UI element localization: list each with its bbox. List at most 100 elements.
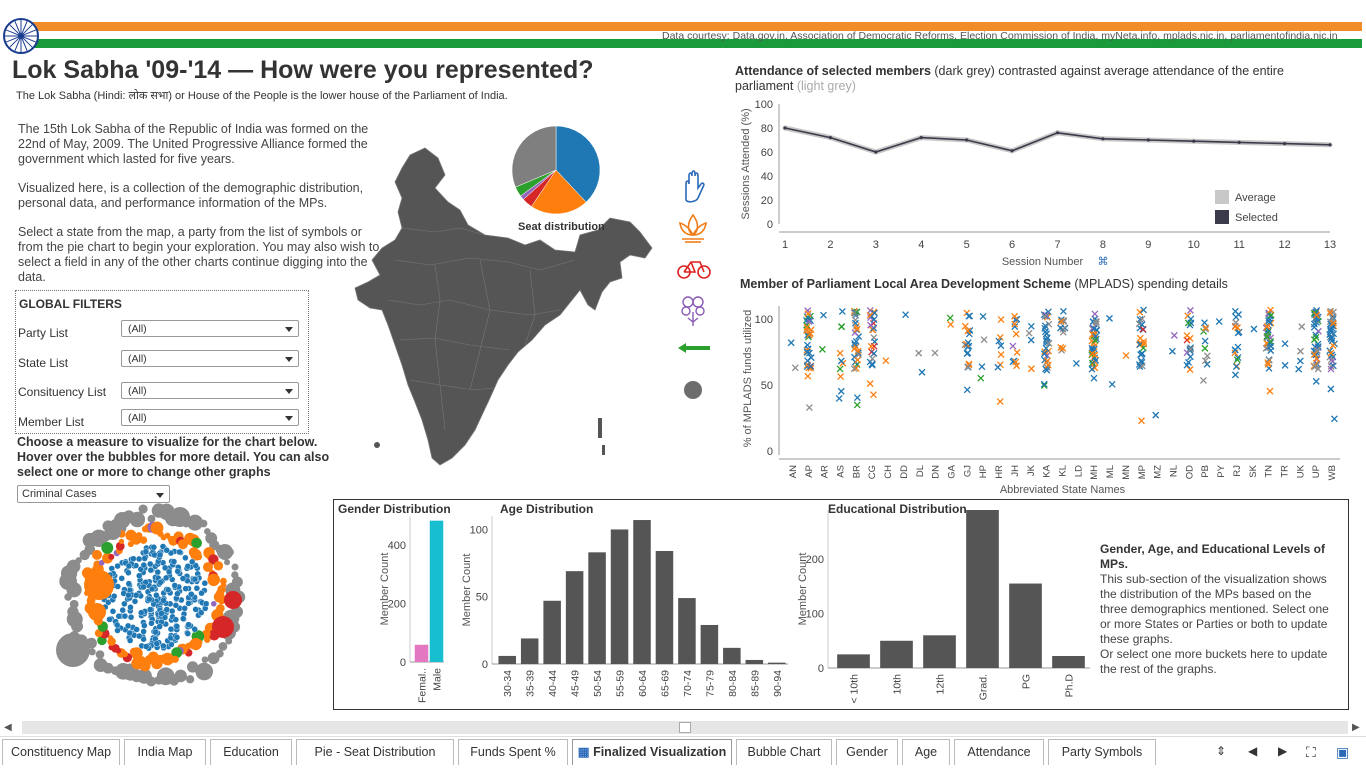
fullscreen-icon[interactable]: ⛶ [1306, 744, 1316, 760]
age-bar-7[interactable] [655, 550, 674, 664]
age-bar-8[interactable] [678, 598, 696, 664]
page-title: Lok Sabha '09-'14 — How were you represe… [12, 56, 594, 84]
bubble [224, 591, 242, 609]
scroll-thumb[interactable] [679, 722, 691, 733]
state-list-select[interactable]: (All) [121, 350, 299, 367]
tab-funds-spent-[interactable]: Funds Spent % [458, 739, 568, 765]
pie-slice-1[interactable] [531, 169, 587, 215]
horizontal-scrollbar[interactable] [22, 721, 1348, 734]
flower-icon[interactable] [678, 294, 708, 328]
bubble [148, 585, 156, 593]
mplads-y-tick: 50 [761, 380, 773, 392]
bubble [125, 569, 132, 576]
tab-india-map[interactable]: India Map [124, 739, 206, 765]
mplads-point [1091, 336, 1099, 344]
edu-bar-4[interactable] [1009, 583, 1042, 668]
mplads-point [1281, 340, 1289, 348]
constituency-list-select[interactable]: (All) [121, 382, 299, 399]
gender-bar-0[interactable] [414, 644, 429, 662]
age-bar-9[interactable] [700, 624, 719, 664]
age-chart[interactable]: Age Distribution 0 50 100 Member Count 30-34 3… [450, 500, 795, 708]
tab-party-symbols[interactable]: Party Symbols [1048, 739, 1156, 765]
mplads-state-tick: AS [836, 465, 847, 478]
mplads-state-tick: SK [1248, 464, 1259, 477]
lotus-icon[interactable] [676, 211, 710, 245]
india-map-shape[interactable] [354, 147, 653, 466]
bicycle-icon[interactable] [676, 258, 712, 280]
age-bar-6[interactable] [633, 520, 651, 664]
tab-scroll-updown-icon[interactable]: ⇕ [1216, 744, 1227, 758]
pie-slice-5[interactable] [511, 125, 557, 188]
measure-select[interactable]: Criminal Cases [17, 485, 170, 503]
edu-bar-2[interactable] [923, 635, 956, 668]
others-icon[interactable] [683, 380, 703, 400]
scroll-right-icon[interactable]: ▶ [1352, 722, 1360, 733]
arrow-icon[interactable] [676, 342, 712, 354]
member-list-select[interactable]: (All) [121, 409, 299, 426]
bubble-chart[interactable] [55, 502, 255, 697]
mplads-point [1170, 331, 1178, 339]
tab-gender[interactable]: Gender [836, 739, 898, 765]
bubble [140, 635, 147, 643]
tab-pie-seat-distribution[interactable]: Pie - Seat Distribution [296, 739, 454, 765]
age-bar-2[interactable] [543, 600, 561, 664]
pie-slice-0[interactable] [555, 125, 601, 203]
age-bar-3[interactable] [565, 571, 584, 664]
edu-bar-5[interactable] [1052, 656, 1085, 668]
mplads-point [1011, 320, 1019, 328]
legend-selected-swatch [1215, 210, 1229, 224]
hand-icon[interactable] [678, 170, 706, 204]
tab-education[interactable]: Education [210, 739, 292, 765]
mplads-state-tick: TR [1280, 465, 1291, 478]
edu-bar-1[interactable] [880, 640, 913, 668]
party-list-select[interactable]: (All) [121, 320, 299, 337]
mplads-point [855, 351, 862, 359]
mplads-state-tick: CG [867, 465, 878, 479]
bubble [184, 563, 192, 570]
mplads-point [1012, 330, 1020, 338]
bubble [136, 632, 143, 640]
mplads-point [1041, 322, 1049, 330]
seat-distribution-pie[interactable] [508, 125, 604, 215]
bubble [192, 606, 199, 613]
age-bar-10[interactable] [723, 647, 741, 664]
age-bar-11[interactable] [745, 659, 764, 664]
mplads-point [1327, 349, 1335, 357]
mplads-scatter[interactable]: 0 50 100% of MPLADS funds utilized Abbrevia… [735, 298, 1347, 498]
tab-constituency-map[interactable]: Constituency Map [2, 739, 120, 765]
age-bar-0[interactable] [498, 655, 516, 664]
mplads-point [1231, 371, 1239, 379]
edu-bar-0[interactable] [837, 654, 870, 668]
bubble [193, 585, 201, 592]
mplads-point [1313, 311, 1321, 319]
scroll-left-icon[interactable]: ◀ [4, 722, 12, 733]
mplads-point [1027, 365, 1035, 373]
age-bar-12[interactable] [768, 662, 786, 664]
presentation-icon[interactable]: ▣ [1336, 744, 1350, 760]
edu-x-tick: 12th [935, 674, 947, 695]
tab-attendance[interactable]: Attendance [954, 739, 1044, 765]
age-bar-5[interactable] [610, 529, 629, 664]
age-bar-1[interactable] [520, 638, 539, 664]
mplads-point [1327, 385, 1335, 393]
tab-next-icon[interactable]: ▶ [1278, 744, 1288, 758]
tab-age[interactable]: Age [902, 739, 950, 765]
bubble [147, 606, 154, 613]
bubble [140, 628, 147, 635]
mplads-point [1168, 347, 1176, 355]
edu-bar-3[interactable] [966, 510, 999, 668]
tab-prev-icon[interactable]: ◀ [1248, 744, 1258, 758]
gender-bar-1[interactable] [429, 520, 444, 662]
mplads-point [853, 394, 861, 402]
edu-title: Educational Distribution [828, 502, 967, 516]
age-bar-4[interactable] [588, 552, 606, 664]
mplads-point [1138, 362, 1146, 370]
tab-bubble-chart[interactable]: Bubble Chart [736, 739, 832, 765]
bubble [213, 561, 224, 571]
india-map[interactable] [340, 140, 660, 485]
tab-finalized-visualization[interactable]: ▦ Finalized Visualization [572, 739, 732, 765]
mplads-point [1013, 348, 1021, 356]
